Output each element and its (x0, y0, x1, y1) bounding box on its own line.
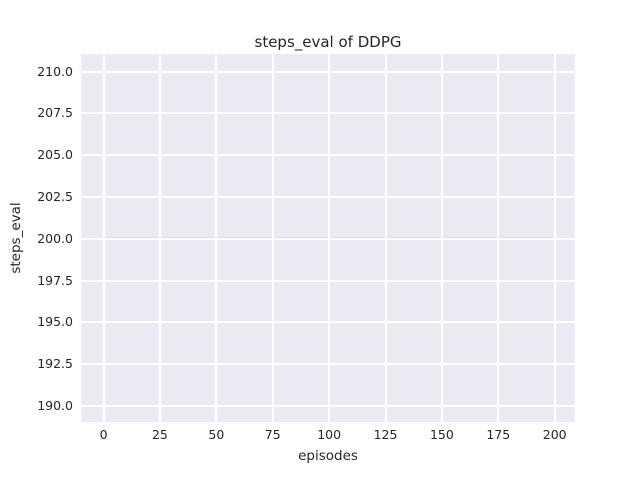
y-tick-label: 207.5 (37, 105, 73, 121)
x-tick-label: 50 (208, 427, 225, 442)
gridline-horizontal (81, 70, 575, 73)
x-tick-label: 75 (264, 427, 281, 442)
y-tick-label: 197.5 (37, 272, 73, 288)
gridline-horizontal (81, 154, 575, 157)
y-tick-label: 200.0 (37, 230, 73, 246)
gridline-horizontal (81, 112, 575, 115)
x-tick-label: 0 (99, 427, 108, 442)
y-tick-label: 192.5 (37, 356, 73, 372)
y-tick-label: 205.0 (37, 147, 73, 163)
x-tick-label: 25 (151, 427, 168, 442)
gridline-horizontal (81, 321, 575, 324)
x-axis-label: episodes (298, 448, 358, 464)
gridline-horizontal (81, 196, 575, 199)
gridline-horizontal (81, 405, 575, 408)
gridline-horizontal (81, 237, 575, 240)
y-tick-label: 202.5 (37, 189, 73, 205)
x-tick-label: 125 (373, 427, 398, 442)
x-tick-label: 200 (542, 427, 567, 442)
y-tick-label: 190.0 (37, 398, 73, 414)
x-tick-label: 100 (317, 427, 342, 442)
chart-title: steps_eval of DDPG (254, 33, 402, 51)
y-tick-label: 195.0 (37, 314, 73, 330)
x-tick-label: 175 (486, 427, 511, 442)
y-tick-label: 210.0 (37, 63, 73, 79)
gridline-horizontal (81, 363, 575, 366)
gridline-horizontal (81, 279, 575, 282)
plot-area (81, 54, 575, 422)
x-tick-label: 150 (429, 427, 454, 442)
